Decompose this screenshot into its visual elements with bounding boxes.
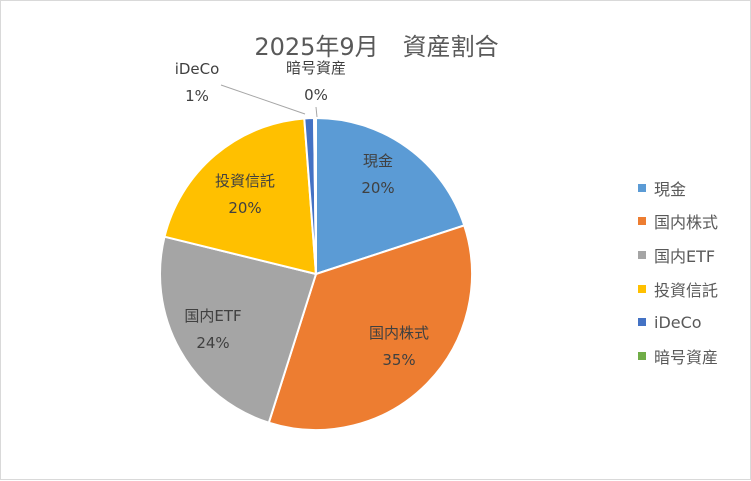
pie-slice: [315, 116, 466, 276]
legend-item: 現金: [638, 171, 718, 205]
legend-item: iDeCo: [638, 305, 718, 339]
data-label-percent: 35%: [382, 351, 415, 369]
chart-title: 2025年9月 資産割合: [254, 33, 499, 61]
data-label-percent: 0%: [304, 86, 328, 104]
data-label-category: 現金: [363, 152, 393, 170]
pie-slice: [163, 117, 318, 276]
data-label-category: 国内株式: [369, 324, 429, 342]
data-label-percent: 24%: [196, 334, 229, 352]
legend: 現金国内株式国内ETF 投資信託 iDeCo 暗号資産: [638, 171, 718, 373]
leader-line: [220, 84, 306, 115]
legend-label: 暗号資産: [654, 347, 719, 367]
legend-label: 現金: [654, 179, 687, 199]
data-label-category: 国内ETF: [184, 307, 241, 325]
legend-item: 国内株式: [638, 205, 718, 239]
legend-label: 国内ETF: [654, 246, 716, 266]
legend-item: 投資信託: [638, 272, 718, 306]
data-label-category: 暗号資産: [286, 59, 346, 77]
pie-slice: [313, 116, 317, 275]
legend-swatch: [638, 250, 646, 259]
legend-label: 国内株式: [654, 213, 719, 233]
leader-line: [315, 106, 318, 118]
legend-swatch: [638, 217, 646, 226]
pie-slice: [159, 235, 318, 424]
legend-label: iDeCo: [654, 312, 702, 332]
data-label-percent: 1%: [185, 87, 209, 105]
legend-item: 国内ETF: [638, 238, 718, 272]
pie-slice: [267, 224, 473, 431]
legend-swatch: [638, 351, 646, 360]
data-label-percent: 20%: [361, 179, 394, 197]
legend-swatch: [638, 318, 646, 327]
legend-swatch: [638, 183, 646, 192]
legend-swatch: [638, 284, 646, 293]
data-label-category: iDeCo: [175, 60, 220, 78]
data-label-category: 投資信託: [215, 172, 275, 190]
data-label-percent: 20%: [228, 199, 261, 217]
legend-label: 投資信託: [654, 280, 719, 300]
legend-item: 暗号資産: [638, 339, 718, 373]
